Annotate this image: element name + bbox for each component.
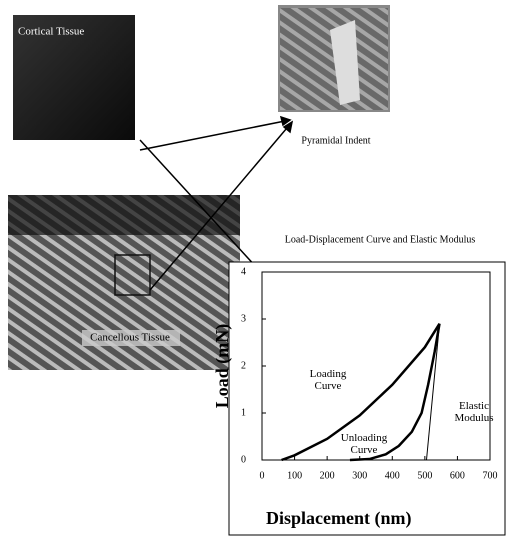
y-tick-label: 2 [241, 360, 246, 371]
y-tick-label: 4 [241, 266, 246, 277]
canvas: Cortical Tissue Pyramidal Indent Cancell… [0, 0, 516, 538]
cancellous-label: Cancellous Tissue [90, 332, 170, 344]
x-tick-label: 500 [417, 470, 432, 481]
y-tick-label: 1 [241, 407, 246, 418]
y-tick-label: 3 [241, 313, 246, 324]
x-tick-label: 200 [320, 470, 335, 481]
cortical-label: Cortical Tissue [18, 26, 84, 38]
chart-title: Load-Displacement Curve and Elastic Modu… [285, 234, 476, 245]
figure: Cortical Tissue Pyramidal Indent Cancell… [0, 0, 516, 538]
y-tick-label: 0 [241, 454, 246, 465]
x-tick-label: 100 [287, 470, 302, 481]
curve-label: Unloading Curve [336, 432, 392, 456]
indent-label: Pyramidal Indent [301, 135, 370, 146]
x-tick-label: 400 [385, 470, 400, 481]
chart-panel [229, 262, 505, 535]
x-axis-label: Displacement (nm) [266, 508, 411, 529]
x-tick-label: 0 [260, 470, 265, 481]
cancellous-shade [8, 195, 240, 235]
x-tick-label: 600 [450, 470, 465, 481]
x-tick-label: 300 [352, 470, 367, 481]
x-tick-label: 700 [483, 470, 498, 481]
y-axis-label: Load (mN) [212, 324, 233, 409]
curve-label: Elastic Modulus [446, 400, 502, 424]
curve-label: Loading Curve [300, 368, 356, 392]
